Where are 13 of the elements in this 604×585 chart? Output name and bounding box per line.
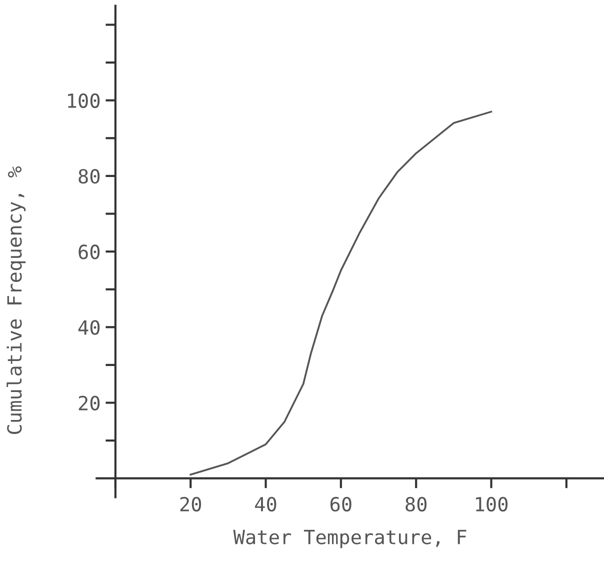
y-tick-label: 100 bbox=[68, 93, 100, 108]
x-axis-title: Water Temperature, F bbox=[233, 530, 466, 548]
x-tick-label: 80 bbox=[406, 496, 427, 512]
line-series bbox=[190, 110, 492, 476]
y-axis-title: Cumulative Frequency, % bbox=[6, 166, 26, 434]
y-tick-label: 80 bbox=[78, 168, 100, 184]
x-tick-label: 60 bbox=[330, 496, 352, 512]
y-tick-label: 60 bbox=[78, 244, 100, 260]
y-tick-label: 20 bbox=[78, 396, 100, 410]
x-tick-label: 20 bbox=[180, 496, 202, 512]
y-tick-label: 40 bbox=[78, 320, 100, 335]
x-tick-label: 40 bbox=[255, 496, 276, 512]
x-tick-label: 100 bbox=[476, 496, 508, 512]
